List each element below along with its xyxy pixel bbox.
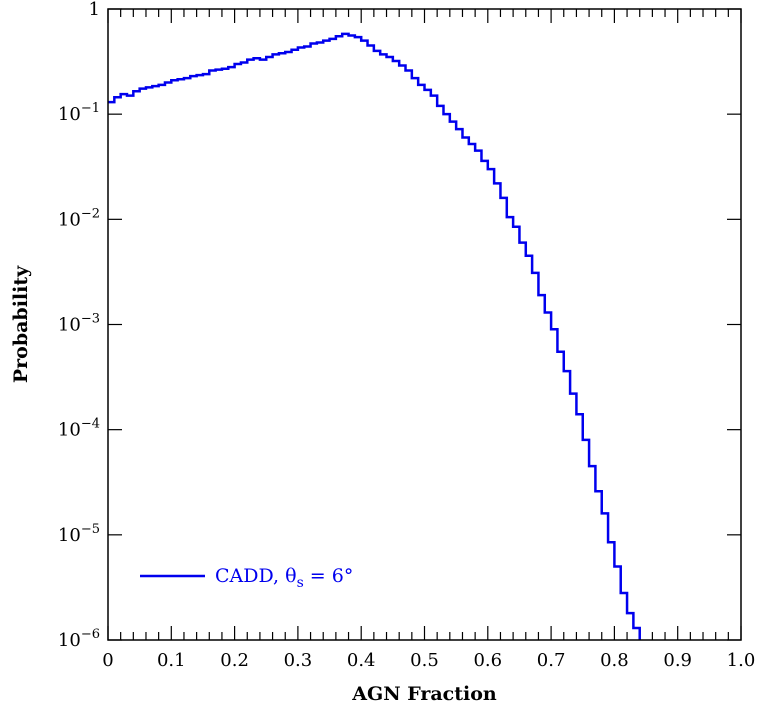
x-tick-label: 0.9 bbox=[663, 650, 692, 671]
axis-ticks bbox=[107, 8, 742, 641]
x-tick-label: 0.1 bbox=[157, 650, 186, 671]
plot-frame bbox=[107, 8, 742, 641]
x-axis-title: AGN Fraction bbox=[351, 683, 497, 705]
x-tick-label: 0.8 bbox=[600, 650, 629, 671]
y-tick-label: 10−3 bbox=[58, 312, 100, 336]
x-tick-label: 1.0 bbox=[727, 650, 756, 671]
x-tick-labels: 0 0.1 0.2 0.3 0.4 0.5 0.6 0.7 0.8 0.9 1.0 bbox=[102, 650, 755, 671]
y-tick-label: 10−4 bbox=[58, 417, 100, 441]
legend-label: CADD, θs = 6° bbox=[215, 565, 353, 591]
x-tick-label: 0.4 bbox=[347, 650, 376, 671]
y-tick-label: 10−6 bbox=[58, 627, 100, 651]
x-tick-label: 0 bbox=[102, 650, 113, 671]
y-tick-label: 10−1 bbox=[58, 101, 100, 125]
legend: CADD, θs = 6° bbox=[140, 565, 353, 591]
x-tick-label: 0.6 bbox=[473, 650, 502, 671]
y-tick-labels: 1 10−1 10−2 10−3 10−4 10−5 10−6 bbox=[58, 0, 100, 651]
series-line-cadd bbox=[108, 32, 641, 640]
x-tick-label: 0.5 bbox=[410, 650, 439, 671]
x-tick-label: 0.3 bbox=[284, 650, 313, 671]
y-tick-label: 1 bbox=[89, 0, 100, 20]
y-tick-label: 10−5 bbox=[58, 522, 100, 546]
y-axis-title: Probability bbox=[10, 265, 32, 383]
x-tick-label: 0.7 bbox=[537, 650, 566, 671]
y-tick-label: 10−2 bbox=[58, 206, 100, 230]
x-tick-label: 0.2 bbox=[220, 650, 249, 671]
